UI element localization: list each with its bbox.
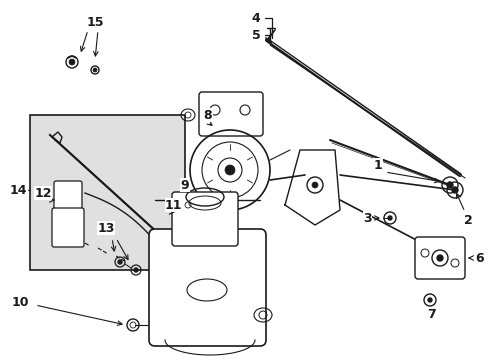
FancyBboxPatch shape — [52, 208, 84, 247]
FancyBboxPatch shape — [199, 92, 263, 136]
FancyBboxPatch shape — [149, 229, 265, 346]
Text: 4: 4 — [251, 12, 260, 24]
Text: 11: 11 — [164, 198, 182, 212]
Circle shape — [224, 165, 235, 175]
Text: 5: 5 — [251, 28, 260, 41]
FancyBboxPatch shape — [54, 181, 82, 215]
Circle shape — [446, 182, 452, 188]
Circle shape — [134, 268, 138, 272]
Text: 1: 1 — [373, 158, 382, 171]
Circle shape — [311, 182, 317, 188]
Text: 6: 6 — [474, 252, 483, 265]
Text: 10: 10 — [11, 296, 29, 309]
FancyBboxPatch shape — [414, 237, 464, 279]
Circle shape — [118, 260, 122, 264]
Circle shape — [69, 59, 75, 65]
Circle shape — [451, 187, 457, 193]
Text: 12: 12 — [34, 186, 52, 199]
Circle shape — [93, 68, 97, 72]
Circle shape — [427, 298, 431, 302]
Circle shape — [387, 216, 391, 220]
Text: 14: 14 — [9, 184, 27, 197]
Text: 7: 7 — [427, 309, 435, 321]
Text: 9: 9 — [181, 179, 189, 192]
Text: 13: 13 — [97, 221, 115, 234]
FancyBboxPatch shape — [172, 192, 238, 246]
Text: 15: 15 — [86, 15, 103, 28]
Text: 8: 8 — [203, 108, 212, 122]
Text: 2: 2 — [463, 213, 471, 226]
Bar — [184, 125, 274, 215]
Circle shape — [436, 255, 442, 261]
Text: 3: 3 — [363, 212, 371, 225]
Bar — [30, 115, 184, 270]
